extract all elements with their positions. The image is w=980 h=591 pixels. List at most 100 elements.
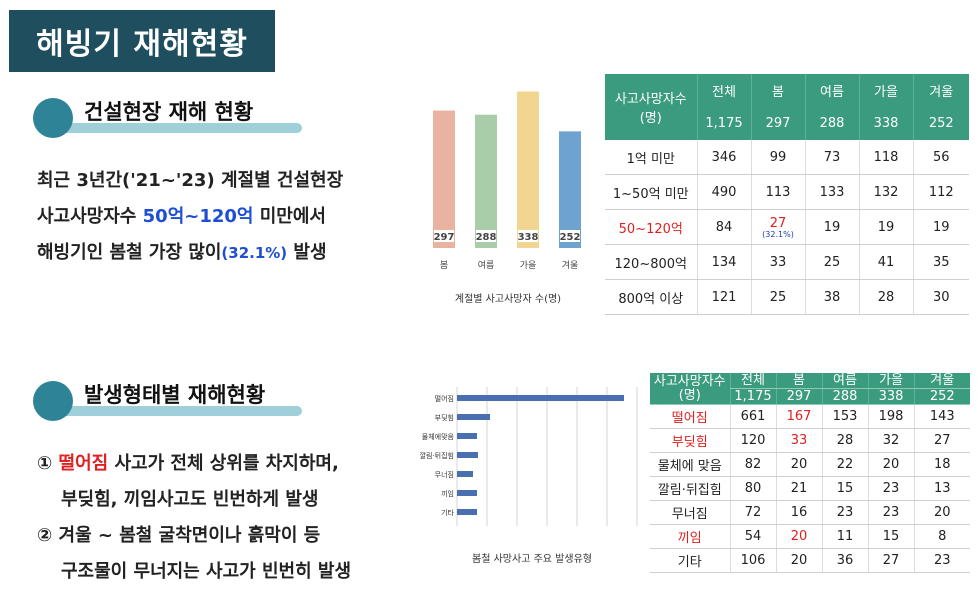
text: 사고가 전체 상위를 차지하며, (108, 453, 339, 474)
bar-label-bg-1 (476, 230, 496, 242)
table-total-cell: 297 (775, 388, 822, 405)
table-row-label: 120~800억 (605, 244, 697, 280)
table-totals-row: 1,175 297 288 338 252 (605, 107, 969, 140)
table-cell: 99 (750, 140, 805, 175)
table-header-label: 사고사망자수 (명) (650, 373, 730, 405)
table-cell: 41 (858, 244, 913, 280)
highlight-range: 50억~120억 (142, 206, 254, 227)
section2-paragraph: ① 떨어짐 사고가 전체 상위를 차지하며, 부딪힘, 끼임사고도 빈번하게 발… (37, 446, 417, 590)
table-column-header: 겨울 (912, 74, 969, 107)
table-cell: 25 (804, 244, 859, 280)
table-total-cell: 297 (750, 107, 805, 140)
table-cell: 28 (821, 428, 868, 453)
hbar-6 (457, 509, 477, 515)
table-total-cell: 338 (867, 388, 914, 405)
table-column-header: 봄 (775, 373, 822, 389)
table-row-label: 50~120억 (605, 209, 697, 245)
table-row: 무너짐 72 16 23 23 20 (650, 500, 970, 525)
table-cell: 82 (729, 452, 776, 477)
table-column-header: 겨울 (913, 373, 970, 389)
table-row-label: 1~50억 미만 (605, 174, 697, 210)
table-row: 50~120억 84 27 (32.1%) 19 19 19 (605, 209, 969, 245)
bar-label-bg-3 (560, 230, 580, 242)
table-row: 부딪힘 120 33 28 32 27 (650, 428, 970, 453)
hbar-category-1: 부딪힘 (435, 413, 454, 422)
table-cell: 16 (775, 500, 822, 525)
bar-value-label-0: 297 (434, 232, 455, 243)
table-cell: 490 (696, 174, 751, 210)
table-cell: 27 (32.1%) (750, 209, 805, 245)
page-title: 해빙기 재해현황 (9, 10, 275, 72)
table-total-cell: 288 (804, 107, 859, 140)
table-row-label: 떨어짐 (650, 404, 730, 429)
table-column-header: 가을 (867, 373, 914, 389)
table-total-cell: 288 (821, 388, 868, 405)
table-cell: 21 (775, 476, 822, 501)
table-row: 깔림·뒤집힘 80 21 15 23 13 (650, 476, 970, 501)
table-cell: 15 (821, 476, 868, 501)
table-cell: 661 (729, 404, 776, 429)
table-row: 물체에 맞음 82 20 22 20 18 (650, 452, 970, 477)
table-cell: 27 (913, 428, 970, 453)
bar-value-label-1: 288 (476, 232, 497, 243)
table-cell: 19 (858, 209, 913, 245)
table-cell: 28 (858, 279, 913, 315)
bar-label-bg-2 (518, 230, 538, 242)
chart1-title: 계절별 사고사망자 수(명) (455, 292, 561, 305)
table-cell: 118 (858, 140, 913, 175)
hbar-1 (457, 414, 490, 420)
item-number: ② (37, 525, 53, 546)
table-cell: 36 (821, 548, 868, 573)
table-cell: 22 (821, 452, 868, 477)
bar-1 (475, 114, 497, 248)
hbar-category-5: 끼임 (441, 489, 454, 498)
text: 미만에서 (253, 206, 326, 227)
table-cell: 20 (775, 548, 822, 573)
table-row: 1~50억 미만 490 113 133 132 112 (605, 174, 969, 210)
table-cell: 13 (913, 476, 970, 501)
bar-value-label-2: 338 (518, 232, 539, 243)
table-cell: 143 (913, 404, 970, 429)
bar-value-label-3: 252 (560, 232, 581, 243)
hbar-2 (457, 433, 477, 439)
table-column-header: 전체 (696, 74, 751, 107)
table-row: 1억 미만 346 99 73 118 56 (605, 140, 969, 175)
table-cell: 198 (867, 404, 914, 429)
hbar-category-2: 물체에맞음 (422, 432, 455, 441)
hbar-4 (457, 471, 473, 477)
table-cell: 23 (821, 500, 868, 525)
table-column-header: 여름 (821, 373, 868, 389)
table-cell: 80 (729, 476, 776, 501)
table-row-label: 무너짐 (650, 500, 730, 525)
table-cell: 23 (913, 548, 970, 573)
table-cell: 32 (867, 428, 914, 453)
table-cell: 113 (750, 174, 805, 210)
table-total-cell: 252 (912, 107, 969, 140)
table-cell: 33 (775, 428, 822, 453)
table-total-cell: 1,175 (696, 107, 751, 140)
table-total-cell: 252 (913, 388, 970, 405)
hbar-3 (457, 452, 478, 458)
section1-line3: 해빙기인 봄철 가장 많이(32.1%) 발생 (37, 235, 417, 271)
table-cell: 72 (729, 500, 776, 525)
table-cell: 27 (867, 548, 914, 573)
table-column-header: 가을 (858, 74, 913, 107)
table-total-cell: 338 (858, 107, 913, 140)
text: 겨울 ~ 봄철 굴착면이나 흙막이 등 (52, 525, 321, 546)
bar-0 (433, 110, 455, 248)
table-row-label: 800억 이상 (605, 279, 697, 315)
table-total-cell: 1,175 (729, 388, 776, 405)
bar-label-bg-0 (434, 230, 454, 242)
table-cell: 133 (804, 174, 859, 210)
section1-line2: 사고사망자수 50억~120억 미만에서 (37, 199, 417, 235)
highlight-fall: 떨어짐 (52, 453, 109, 474)
table-cell: 54 (729, 524, 776, 549)
table-row-label: 1억 미만 (605, 140, 697, 175)
table-cell: 18 (913, 452, 970, 477)
table-header-row: 사고사망자수 (명) 전체 봄 여름 가을 겨울 (650, 373, 970, 405)
table-cell: 23 (867, 476, 914, 501)
table-cell: 153 (821, 404, 868, 429)
section1-line1: 최근 3년간('21~'23) 계절별 건설현장 (37, 170, 344, 191)
table-row-label: 물체에 맞음 (650, 452, 730, 477)
